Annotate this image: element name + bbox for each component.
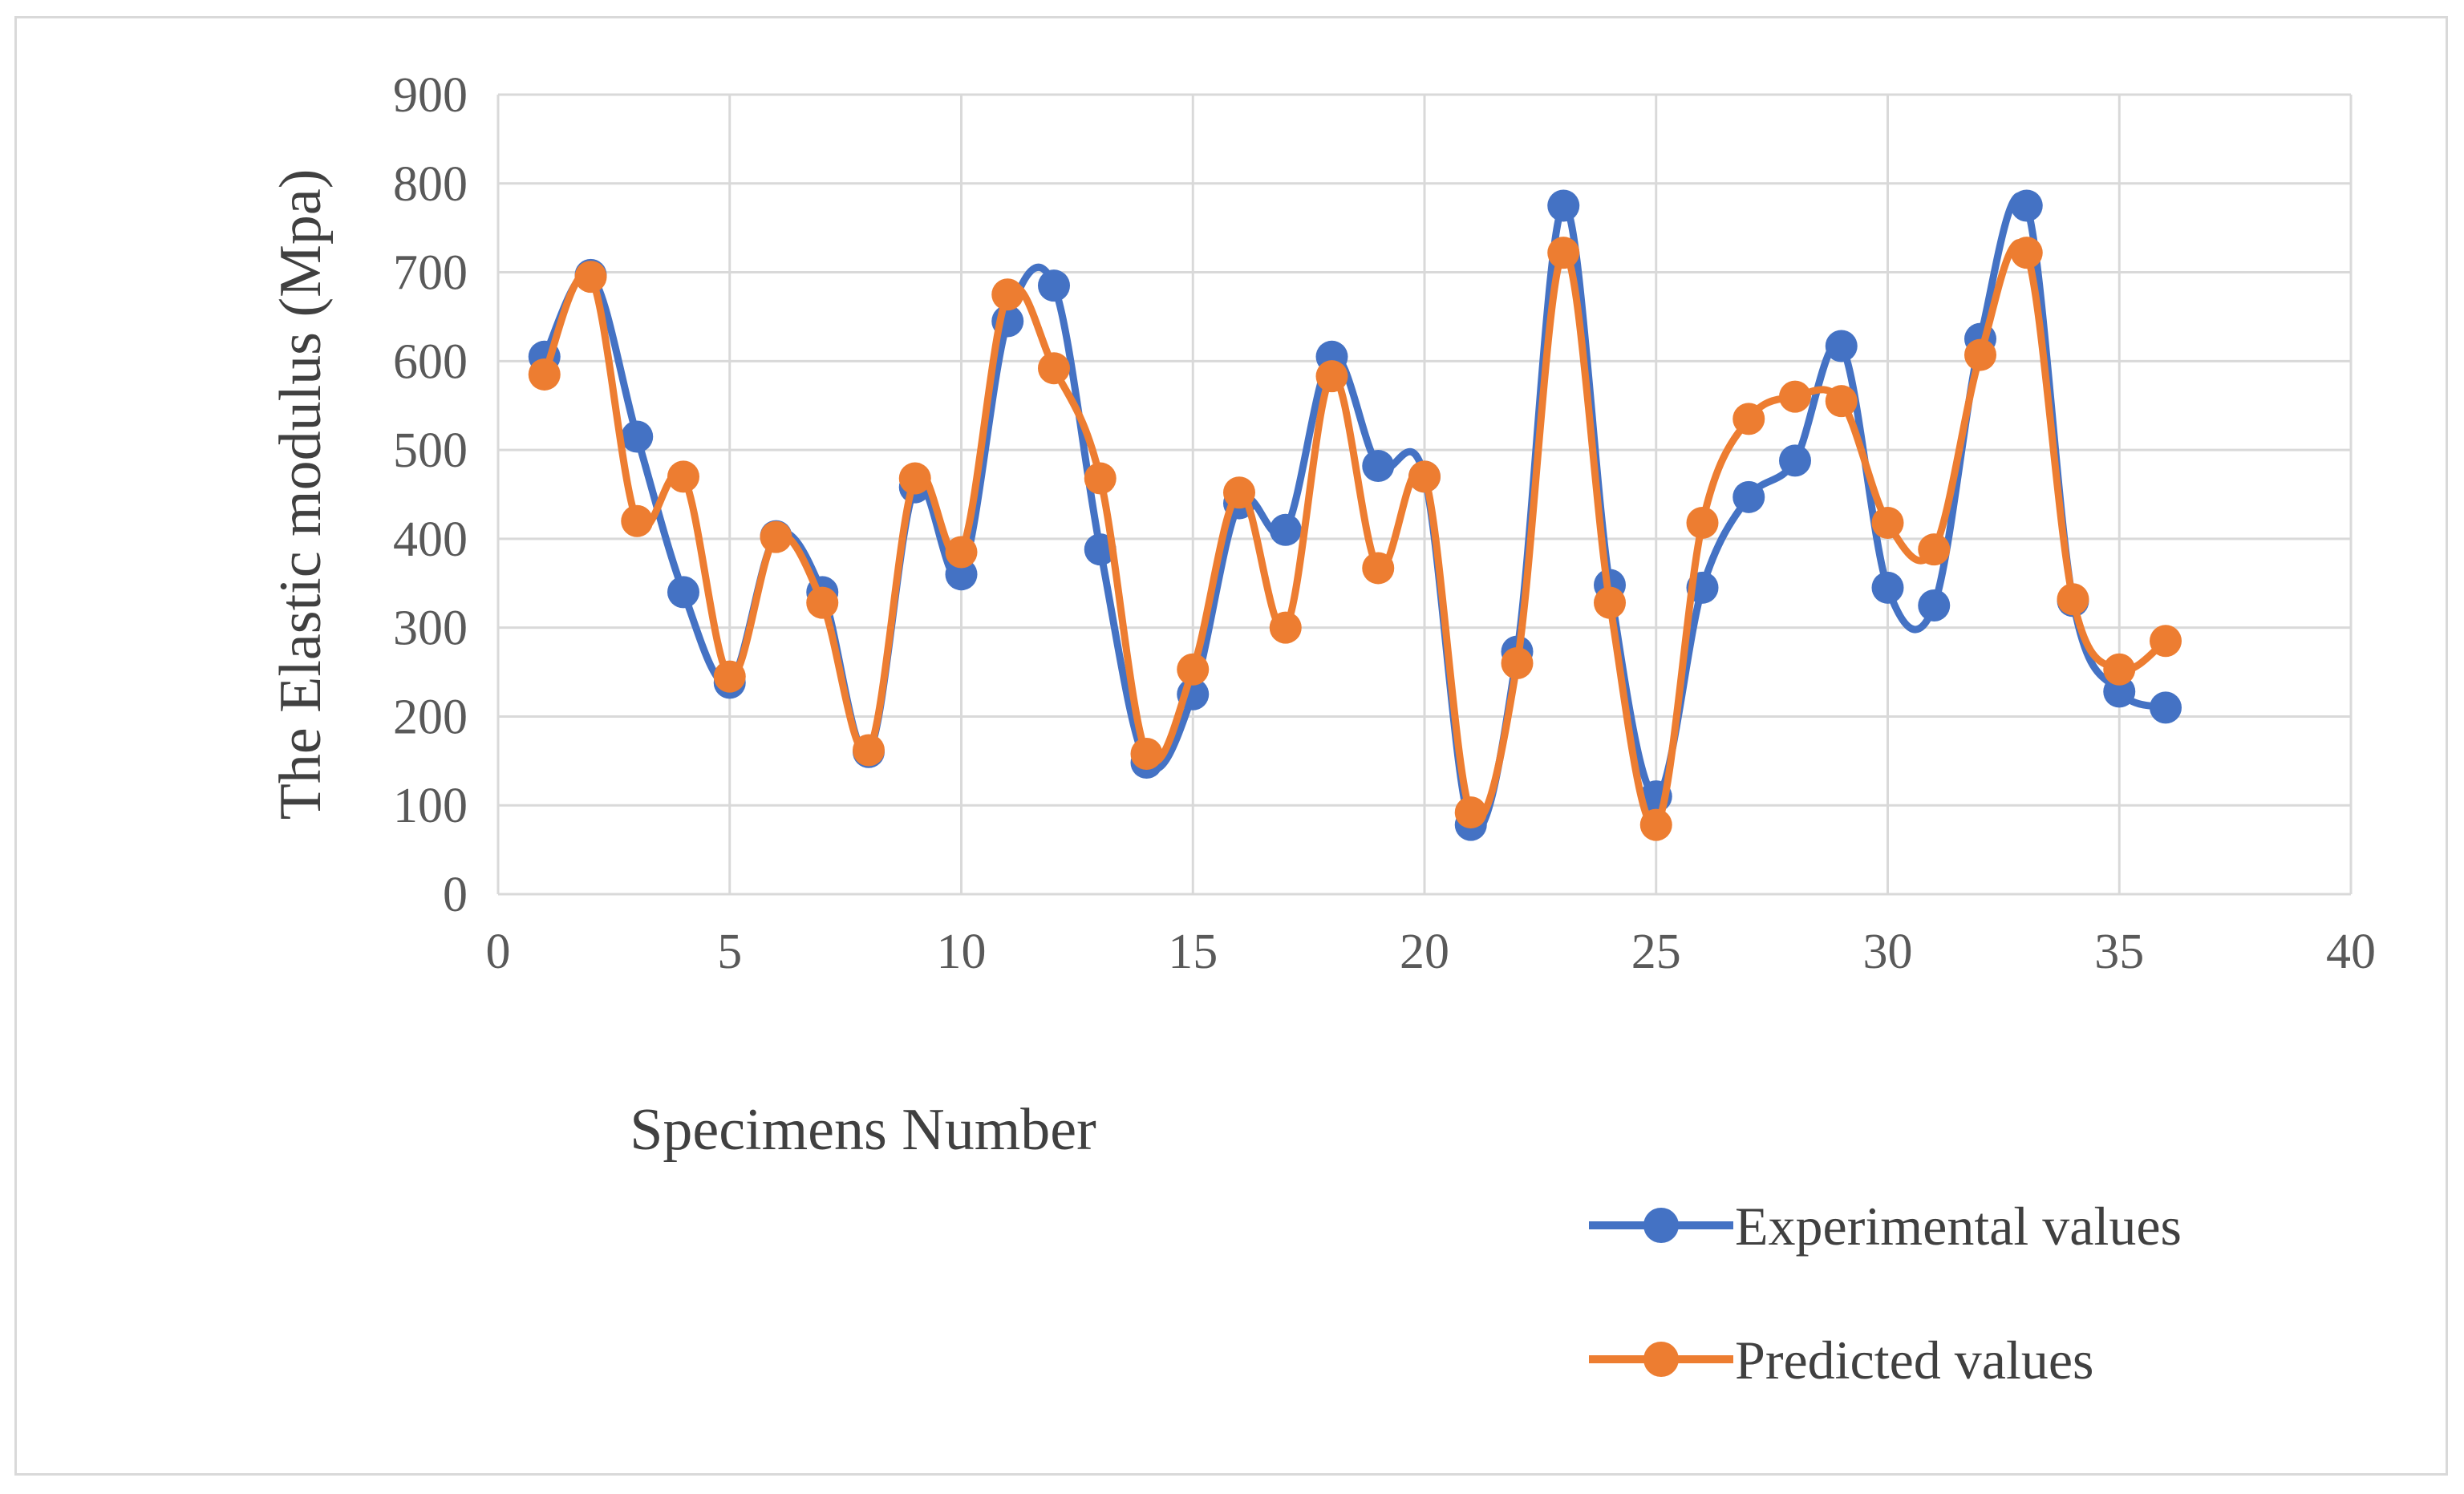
data-point-predicted-4 bbox=[667, 460, 699, 493]
line-chart: 0 100 200 300 400 500 600 700 800 900 0 5 10 15 20 25 30… bbox=[268, 68, 2376, 1391]
data-point-experimental-33 bbox=[2010, 189, 2043, 222]
x-tick-label-35: 35 bbox=[2094, 925, 2144, 979]
data-point-predicted-13 bbox=[1084, 462, 1116, 495]
data-point-predicted-1 bbox=[528, 358, 561, 391]
data-point-experimental-36 bbox=[2150, 691, 2182, 724]
y-tick-label-300: 300 bbox=[393, 601, 468, 656]
legend: Experimental values Predicted values bbox=[1589, 1196, 2182, 1391]
series-line-experimental bbox=[541, 192, 2170, 834]
data-point-predicted-31 bbox=[1918, 533, 1951, 566]
data-point-experimental-12 bbox=[1038, 269, 1070, 302]
data-point-predicted-32 bbox=[1964, 338, 1996, 371]
data-point-predicted-34 bbox=[2057, 583, 2089, 616]
y-tick-label-600: 600 bbox=[393, 334, 468, 389]
data-point-predicted-20 bbox=[1408, 460, 1441, 493]
data-point-experimental-28 bbox=[1779, 444, 1811, 477]
data-point-experimental-31 bbox=[1918, 589, 1951, 621]
data-point-predicted-25 bbox=[1639, 808, 1672, 841]
legend-label-experimental: Experimental values bbox=[1735, 1196, 2182, 1257]
y-tick-label-0: 0 bbox=[443, 868, 468, 922]
y-tick-label-800: 800 bbox=[393, 157, 468, 212]
data-point-predicted-28 bbox=[1779, 380, 1811, 413]
x-tick-label-10: 10 bbox=[937, 925, 987, 979]
x-tick-label-25: 25 bbox=[1631, 925, 1681, 979]
y-tick-label-700: 700 bbox=[393, 246, 468, 301]
chart-frame: 0 100 200 300 400 500 600 700 800 900 0 5 10 15 20 25 30… bbox=[14, 16, 2448, 1476]
y-tick-label-400: 400 bbox=[393, 512, 468, 567]
data-point-predicted-27 bbox=[1732, 403, 1765, 435]
series-experimental bbox=[528, 189, 2182, 841]
data-point-predicted-10 bbox=[945, 536, 978, 569]
data-point-experimental-4 bbox=[667, 576, 699, 609]
data-point-predicted-6 bbox=[760, 520, 792, 553]
x-tick-label-20: 20 bbox=[1400, 925, 1449, 979]
data-point-predicted-24 bbox=[1594, 586, 1626, 619]
x-tick-label-15: 15 bbox=[1168, 925, 1218, 979]
legend-swatch-marker-experimental bbox=[1643, 1208, 1679, 1243]
data-point-predicted-36 bbox=[2150, 625, 2182, 658]
x-tick-label-5: 5 bbox=[717, 925, 742, 979]
y-tick-label-200: 200 bbox=[393, 690, 468, 744]
data-point-predicted-15 bbox=[1177, 653, 1210, 686]
data-point-predicted-12 bbox=[1038, 352, 1070, 385]
y-tick-label-500: 500 bbox=[393, 423, 468, 478]
legend-item-predicted[interactable]: Predicted values bbox=[1589, 1330, 2094, 1391]
legend-label-predicted: Predicted values bbox=[1735, 1330, 2094, 1391]
data-point-predicted-23 bbox=[1547, 237, 1580, 269]
tick-labels: 0 100 200 300 400 500 600 700 800 900 0 5 10 15 20 25 30… bbox=[393, 68, 2376, 979]
series-predicted bbox=[528, 237, 2182, 841]
data-point-experimental-35 bbox=[2103, 675, 2136, 708]
x-tick-label-30: 30 bbox=[1863, 925, 1913, 979]
data-point-experimental-3 bbox=[621, 420, 654, 453]
data-point-predicted-11 bbox=[991, 278, 1024, 311]
data-point-experimental-17 bbox=[1269, 513, 1302, 546]
data-point-experimental-23 bbox=[1547, 189, 1580, 222]
data-point-predicted-22 bbox=[1501, 646, 1534, 679]
data-point-experimental-27 bbox=[1732, 480, 1765, 513]
data-point-predicted-29 bbox=[1825, 385, 1858, 418]
y-tick-label-900: 900 bbox=[393, 68, 468, 123]
y-tick-label-100: 100 bbox=[393, 779, 468, 833]
axes bbox=[496, 95, 2351, 896]
data-point-experimental-29 bbox=[1825, 330, 1858, 362]
data-point-predicted-21 bbox=[1454, 796, 1487, 829]
data-point-predicted-7 bbox=[806, 586, 839, 619]
data-point-predicted-18 bbox=[1315, 360, 1348, 393]
series bbox=[528, 189, 2182, 841]
data-point-predicted-2 bbox=[574, 261, 607, 294]
data-point-predicted-33 bbox=[2010, 237, 2043, 269]
data-point-predicted-17 bbox=[1269, 611, 1302, 644]
data-point-predicted-3 bbox=[621, 504, 654, 537]
data-point-predicted-16 bbox=[1223, 476, 1255, 509]
x-tick-label-0: 0 bbox=[486, 925, 511, 979]
data-point-predicted-35 bbox=[2103, 653, 2136, 686]
data-point-predicted-19 bbox=[1362, 552, 1395, 585]
x-tick-label-40: 40 bbox=[2326, 925, 2376, 979]
data-point-experimental-30 bbox=[1871, 571, 1904, 604]
data-point-predicted-14 bbox=[1130, 737, 1163, 770]
data-point-predicted-9 bbox=[898, 462, 931, 495]
data-point-experimental-19 bbox=[1362, 450, 1395, 483]
legend-swatch-marker-predicted bbox=[1643, 1342, 1679, 1377]
x-axis-title: Specimens Number bbox=[630, 1097, 1096, 1163]
data-point-experimental-10 bbox=[945, 558, 978, 591]
legend-item-experimental[interactable]: Experimental values bbox=[1589, 1196, 2182, 1257]
data-point-predicted-30 bbox=[1871, 506, 1904, 539]
data-point-predicted-5 bbox=[713, 660, 746, 693]
data-point-predicted-8 bbox=[853, 734, 885, 767]
y-axis-title: The Elastic modulus (Mpa) bbox=[268, 169, 334, 820]
data-point-predicted-26 bbox=[1686, 506, 1719, 539]
